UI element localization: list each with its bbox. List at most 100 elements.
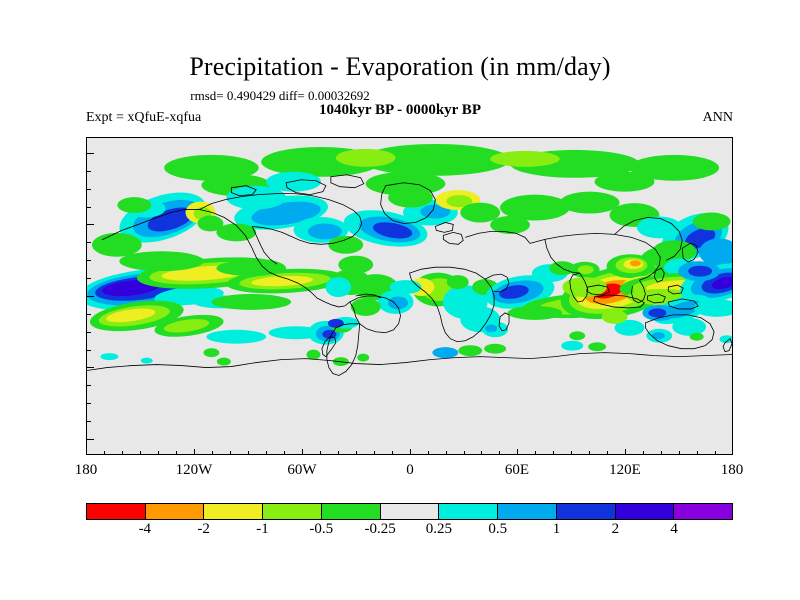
region-east-pacific-drying [89,251,346,344]
x-minor-tick [338,451,339,455]
page-title: Precipitation - Evaporation (in mm/day) [189,52,611,81]
x-axis-label-60W: 60W [287,462,317,478]
x-axis-label-120E: 120E [609,462,641,478]
region-southern-ocean [100,331,732,367]
x-tick-120W [194,449,195,455]
colorbar-tick-2: 2 [611,521,620,537]
y-tick-80S [87,439,94,440]
x-tick-180e [732,449,733,455]
colorbar-tick-0.5: 0.5 [488,521,508,537]
x-minor-tick [284,451,285,455]
x-minor-tick [679,451,680,455]
y-tick-40S [87,367,94,368]
x-tick-60E [517,449,518,455]
x-minor-tick [464,451,465,455]
coastlines [87,174,732,376]
x-minor-tick [589,451,590,455]
region-west-pacific-wetting [642,261,732,325]
x-minor-tick [571,451,572,455]
y-tick-40N [87,224,94,225]
x-minor-tick [104,451,105,455]
y-minor-tick [87,385,91,386]
period-subtitle: 1040kyr BP - 0000kyr BP [319,102,481,118]
map-plot-area [86,137,733,455]
colorbar-tick--4: -4 [138,521,152,537]
x-minor-tick [481,451,482,455]
y-minor-tick [87,171,91,172]
colorbar-swatch-light-gray-neutral [379,504,439,519]
y-minor-tick [87,403,91,404]
y-minor-tick [87,242,91,243]
x-minor-tick [715,451,716,455]
y-tick-80N [87,153,94,154]
x-minor-tick [374,451,375,455]
x-axis-label-60E: 60E [504,462,530,478]
colorbar-tick--0.25: -0.25 [364,521,396,537]
colorbar-swatch-violet-blue [614,504,674,519]
x-minor-tick [356,451,357,455]
x-tick-60W [302,449,303,455]
region-northern-high-latitudes [164,143,720,197]
region-australia [601,309,707,343]
anomaly-field [87,138,732,454]
colorbar-tick--2: -2 [197,521,210,537]
x-tick-180w [86,449,87,455]
x-minor-tick [446,451,447,455]
region-africa [389,272,509,338]
x-axis-label-0: 0 [406,462,414,478]
colorbar-swatch-purple [673,504,733,519]
x-minor-tick [499,451,500,455]
y-minor-tick [87,278,91,279]
colorbar-swatch-yellow [203,504,263,519]
x-tick-120E [625,449,626,455]
x-minor-tick [230,451,231,455]
x-minor-tick [248,451,249,455]
colorbar-swatch-red [87,504,145,519]
region-alaska-gulf-wetting [117,192,224,243]
x-minor-tick [643,451,644,455]
x-minor-tick [320,451,321,455]
y-minor-tick [87,260,91,261]
y-minor-tick [87,207,91,208]
region-south-america [325,255,414,316]
x-minor-tick [122,451,123,455]
colorbar-tick-labels: -4 -2 -1 -0.5 -0.25 0.25 0.5 1 2 4 [86,521,733,545]
x-minor-tick [553,451,554,455]
statistics-annotation: rmsd= 0.490429 diff= 0.00032692 [190,88,370,103]
colorbar-swatch-orange [144,504,204,519]
x-minor-tick [535,451,536,455]
colorbar-swatch-cyan [438,504,498,519]
colorbar-tick-4: 4 [670,521,678,537]
colorbar-tick--1: -1 [256,521,269,537]
y-minor-tick [87,314,91,315]
x-minor-tick [176,451,177,455]
region-north-atlantic-wetting [343,187,501,247]
x-minor-tick [607,451,608,455]
colorbar-swatch-green [320,504,380,519]
region-canada-wetting [216,185,364,254]
colorbar-tick-1: 1 [552,521,561,537]
x-minor-tick [212,451,213,455]
experiment-label: Expt = xQfuE-xqfua [86,110,202,125]
x-axis-label-180w: 180 [74,462,98,478]
x-minor-tick [697,451,698,455]
x-axis-label-180e: 180 [720,462,744,478]
x-minor-tick [140,451,141,455]
y-minor-tick [87,421,91,422]
colorbar-swatch-azure [497,504,556,519]
colorbar [86,503,733,520]
y-minor-tick [87,332,91,333]
region-eurasia [490,191,682,239]
colorbar-swatch-blue [555,504,615,519]
season-label: ANN [702,110,733,125]
x-minor-tick [428,451,429,455]
x-axis-label-120W: 120W [175,462,213,478]
y-minor-tick [87,189,91,190]
x-minor-tick [661,451,662,455]
x-minor-tick [392,451,393,455]
x-tick-0 [410,449,411,455]
colorbar-tick--0.5: -0.5 [309,521,334,537]
x-minor-tick [266,451,267,455]
y-tick-0 [87,296,94,297]
